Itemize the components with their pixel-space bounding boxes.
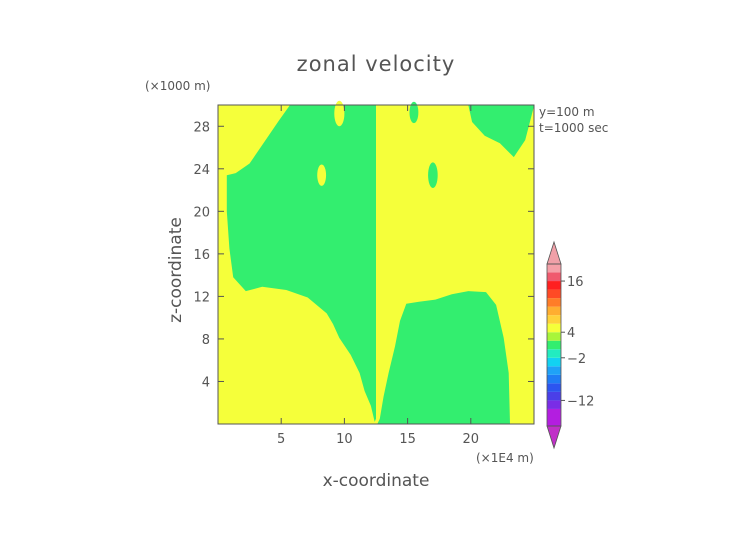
colorbar-band bbox=[547, 383, 561, 392]
contour-region bbox=[377, 291, 510, 424]
y-tick-label: 20 bbox=[193, 205, 210, 220]
y-units-label: (×1000 m) bbox=[145, 79, 210, 93]
colorbar-band bbox=[547, 340, 561, 350]
colorbar-band bbox=[547, 281, 561, 290]
colorbar-band bbox=[547, 289, 561, 299]
y-tick-label: 16 bbox=[193, 248, 210, 263]
colorbar-band bbox=[547, 272, 561, 282]
contour-blob bbox=[317, 164, 327, 186]
colorbar-tick-label: 16 bbox=[567, 275, 584, 290]
x-axis-label: x-coordinate bbox=[323, 471, 430, 491]
colorbar-band bbox=[547, 374, 561, 384]
x-tick-label: 20 bbox=[463, 432, 480, 447]
y-tick-label: 24 bbox=[193, 163, 210, 178]
y-axis: 4 8 12 16 20 24 28 bbox=[193, 120, 534, 390]
colorbar-band bbox=[547, 315, 561, 324]
colorbar-tick-label: 4 bbox=[567, 326, 575, 341]
colorbar-legend: 16 4 −2 −12 bbox=[546, 240, 594, 450]
plot-frame bbox=[217, 104, 535, 425]
contour-plot-area bbox=[217, 100, 535, 425]
colorbar-frame bbox=[546, 263, 562, 427]
annotation-t: t=1000 sec bbox=[539, 121, 608, 135]
x-axis: 5 10 15 20 bbox=[277, 105, 479, 447]
colorbar-band bbox=[547, 323, 561, 333]
contour-blob bbox=[409, 101, 419, 124]
colorbar-band bbox=[547, 332, 561, 341]
colorbar-band bbox=[547, 408, 561, 426]
colorbar-band bbox=[547, 298, 561, 307]
y-tick-label: 8 bbox=[202, 333, 210, 348]
colorbar-band bbox=[547, 400, 561, 409]
chart-title: zonal velocity bbox=[297, 52, 456, 76]
y-axis-label: z-coordinate bbox=[166, 217, 186, 323]
x-tick-label: 5 bbox=[277, 432, 285, 447]
colorbar-tick-label: −12 bbox=[567, 394, 594, 409]
colorbar-under-arrow bbox=[546, 425, 562, 450]
y-tick-label: 12 bbox=[193, 290, 210, 305]
x-tick-label: 15 bbox=[399, 432, 416, 447]
y-tick-label: 28 bbox=[193, 120, 210, 135]
colorbar-band bbox=[547, 264, 561, 273]
y-tick-label: 4 bbox=[202, 375, 210, 390]
colorbar-band bbox=[547, 366, 561, 375]
x-units-label: (×1E4 m) bbox=[476, 451, 534, 465]
x-tick-label: 10 bbox=[336, 432, 353, 447]
contour-blob bbox=[334, 100, 345, 127]
colorbar-band bbox=[547, 391, 561, 401]
contour-region bbox=[468, 105, 534, 158]
contour-blob bbox=[428, 162, 438, 188]
colorbar-tick-label: −2 bbox=[567, 352, 586, 367]
contour-region bbox=[226, 105, 376, 422]
colorbar-band bbox=[547, 306, 561, 316]
colorbar-band bbox=[547, 349, 561, 358]
colorbar-over-arrow bbox=[546, 240, 562, 265]
colorbar-band bbox=[547, 357, 561, 367]
annotation-y: y=100 m bbox=[539, 105, 595, 119]
